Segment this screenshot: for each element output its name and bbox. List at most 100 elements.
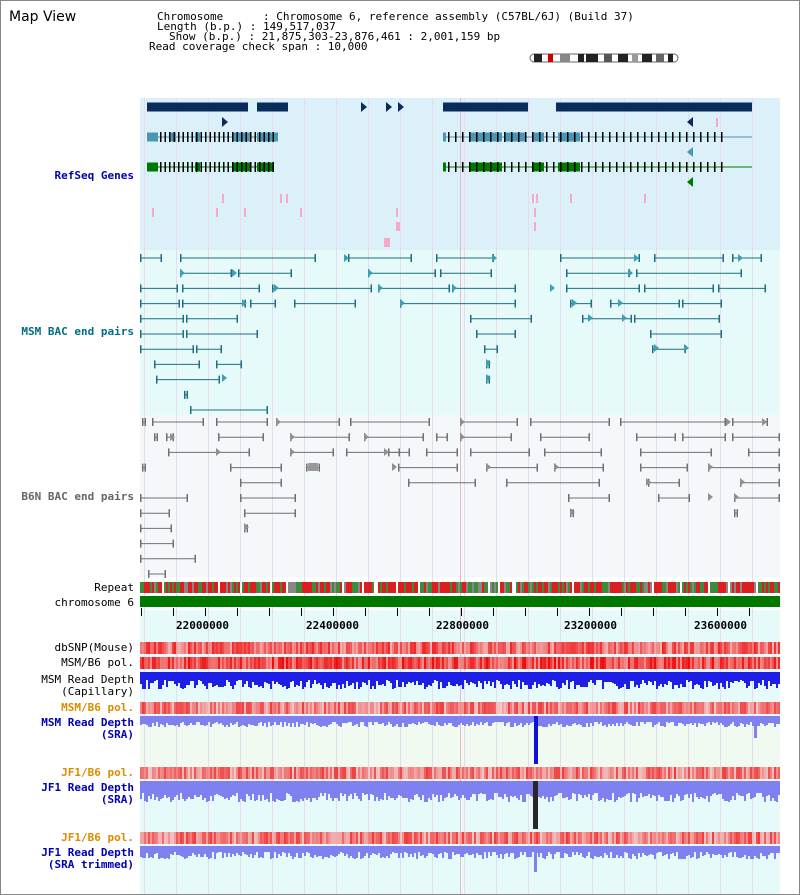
heat-cell	[514, 832, 516, 844]
depth-bar	[504, 672, 506, 685]
heat-cell	[650, 702, 652, 714]
repeat-segment	[560, 582, 562, 593]
depth-bar	[554, 672, 556, 681]
heat-cell	[344, 657, 346, 669]
depth-bar	[556, 716, 558, 722]
depth-bar	[480, 716, 482, 722]
depth-bar	[374, 716, 376, 722]
depth-bar	[170, 846, 172, 854]
depth-bar	[434, 846, 436, 857]
heat-cell	[306, 767, 308, 779]
heat-cell	[444, 832, 446, 844]
bac-end	[408, 448, 410, 457]
repeat-segment	[662, 582, 664, 593]
depth-bar	[322, 716, 324, 726]
depth-bar	[202, 716, 204, 725]
heat-cell	[752, 657, 754, 669]
heat-cell	[250, 702, 252, 714]
heat-cell	[764, 767, 766, 779]
heat-cell	[536, 832, 538, 844]
depth-bar	[284, 672, 286, 686]
heat-cell	[318, 702, 320, 714]
depth-bar	[696, 672, 698, 684]
heat-cell	[500, 702, 502, 714]
genome-track-panel[interactable]	[140, 98, 780, 895]
repeat-segment	[604, 582, 606, 593]
heat-cell	[266, 832, 268, 844]
depth-bar	[400, 672, 402, 687]
heat-cell	[534, 657, 536, 669]
chromosome-ideogram[interactable]	[528, 52, 682, 64]
depth-bar	[718, 846, 720, 854]
heat-cell	[560, 657, 562, 669]
depth-bar	[484, 716, 486, 723]
heat-cell	[654, 657, 656, 669]
repeat-segment	[674, 582, 676, 593]
depth-bar	[476, 716, 478, 724]
heat-cell	[686, 767, 688, 779]
depth-bar	[486, 846, 488, 858]
depth-bar	[652, 781, 654, 795]
heat-cell	[488, 657, 490, 669]
heat-cell	[486, 657, 488, 669]
heat-cell	[662, 642, 664, 654]
depth-bar	[456, 781, 458, 796]
heat-cell	[298, 657, 300, 669]
heat-cell	[312, 642, 314, 654]
heat-cell	[490, 657, 492, 669]
depth-bar	[554, 846, 556, 854]
heat-cell	[226, 657, 228, 669]
heat-cell	[432, 642, 434, 654]
depth-bar	[778, 716, 780, 724]
depth-bar	[314, 781, 316, 798]
depth-bar	[476, 672, 478, 687]
heat-cell	[618, 657, 620, 669]
heat-cell	[602, 767, 604, 779]
heat-cell	[648, 767, 650, 779]
heat-cell	[546, 832, 548, 844]
heat-cell	[208, 702, 210, 714]
exon-tick	[476, 162, 478, 172]
depth-bar	[168, 846, 170, 859]
heat-cell	[746, 767, 748, 779]
heat-cell	[408, 767, 410, 779]
depth-bar	[254, 672, 256, 685]
heat-cell	[326, 657, 328, 669]
depth-bar	[206, 781, 208, 802]
heat-cell	[236, 702, 238, 714]
heat-cell	[586, 642, 588, 654]
axis-tick	[525, 608, 526, 616]
depth-bar	[600, 846, 602, 856]
depth-bar	[206, 672, 208, 689]
heat-cell	[296, 832, 298, 844]
bac-end	[650, 330, 652, 338]
depth-bar	[166, 672, 168, 687]
heat-cell	[226, 832, 228, 844]
depth-bar	[718, 716, 720, 725]
heat-cell	[294, 832, 296, 844]
depth-bar	[556, 846, 558, 852]
heat-cell	[304, 657, 306, 669]
heat-cell	[194, 657, 196, 669]
depth-bar	[566, 672, 568, 680]
heat-cell	[462, 832, 464, 844]
repeat-segment	[562, 582, 564, 593]
depth-bar	[346, 672, 348, 681]
heat-cell	[680, 702, 682, 714]
depth-bar	[376, 781, 378, 797]
depth-bar	[256, 846, 258, 852]
heat-cell	[422, 657, 424, 669]
heat-cell	[506, 657, 508, 669]
heat-cell	[632, 702, 634, 714]
heat-cell	[756, 832, 758, 844]
repeat-segment	[642, 582, 644, 593]
heat-cell	[382, 642, 384, 654]
heat-cell	[262, 767, 264, 779]
heat-cell	[204, 832, 206, 844]
bac-end	[154, 360, 156, 369]
heat-cell	[248, 702, 250, 714]
depth-bar	[254, 781, 256, 801]
exon-tick	[574, 162, 576, 172]
heat-cell	[678, 832, 680, 844]
depth-bar	[430, 716, 432, 725]
